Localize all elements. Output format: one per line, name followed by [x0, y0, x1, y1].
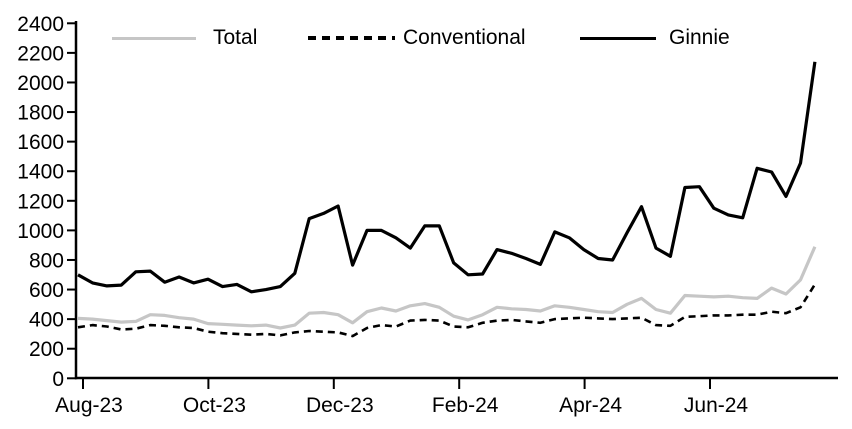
- y-axis-tick-label: 1200: [17, 190, 64, 213]
- y-axis-tick-label: 1600: [17, 131, 64, 154]
- y-axis-tick-label: 1000: [17, 220, 64, 243]
- x-axis-tick-label: Oct-23: [183, 394, 246, 417]
- y-axis-tick-label: 1800: [17, 102, 64, 125]
- series-line-ginnie: [77, 61, 817, 294]
- x-axis-tick-label: Dec-23: [306, 394, 374, 417]
- x-axis-tick-label: Feb-24: [432, 394, 499, 417]
- series-line-conventional: [77, 283, 817, 338]
- legend-label-total: Total: [213, 26, 258, 49]
- total-line-sample-icon: [112, 36, 196, 40]
- y-axis-tick-label: 1400: [17, 161, 64, 184]
- y-axis-tick-label: 200: [29, 338, 64, 361]
- y-axis-tick-label: 600: [29, 279, 64, 302]
- y-axis-tick-label: 2400: [17, 13, 64, 36]
- x-axis-tick-label: Aug-23: [55, 394, 123, 417]
- x-axis-tick-label: Jun-24: [684, 394, 749, 417]
- conventional-line-sample-icon: [308, 36, 395, 40]
- legend-label-ginnie: Ginnie: [669, 26, 730, 49]
- y-axis-tick-label: 2000: [17, 72, 64, 95]
- chart-legend: Total Conventional Ginnie: [0, 0, 852, 50]
- legend-label-conventional: Conventional: [403, 26, 526, 49]
- x-axis-tick-label: Apr-24: [559, 394, 622, 417]
- y-axis-tick-label: 800: [29, 249, 64, 272]
- y-axis-tick-label: 2200: [17, 42, 64, 65]
- y-axis-tick-label: 0: [52, 368, 64, 391]
- legend-item-conventional: Conventional: [308, 26, 526, 50]
- ginnie-line-sample-icon: [580, 36, 656, 40]
- legend-item-ginnie: Ginnie: [580, 26, 730, 50]
- legend-item-total: Total: [112, 26, 257, 50]
- series-line-total: [77, 246, 817, 330]
- y-axis-tick-label: 400: [29, 309, 64, 332]
